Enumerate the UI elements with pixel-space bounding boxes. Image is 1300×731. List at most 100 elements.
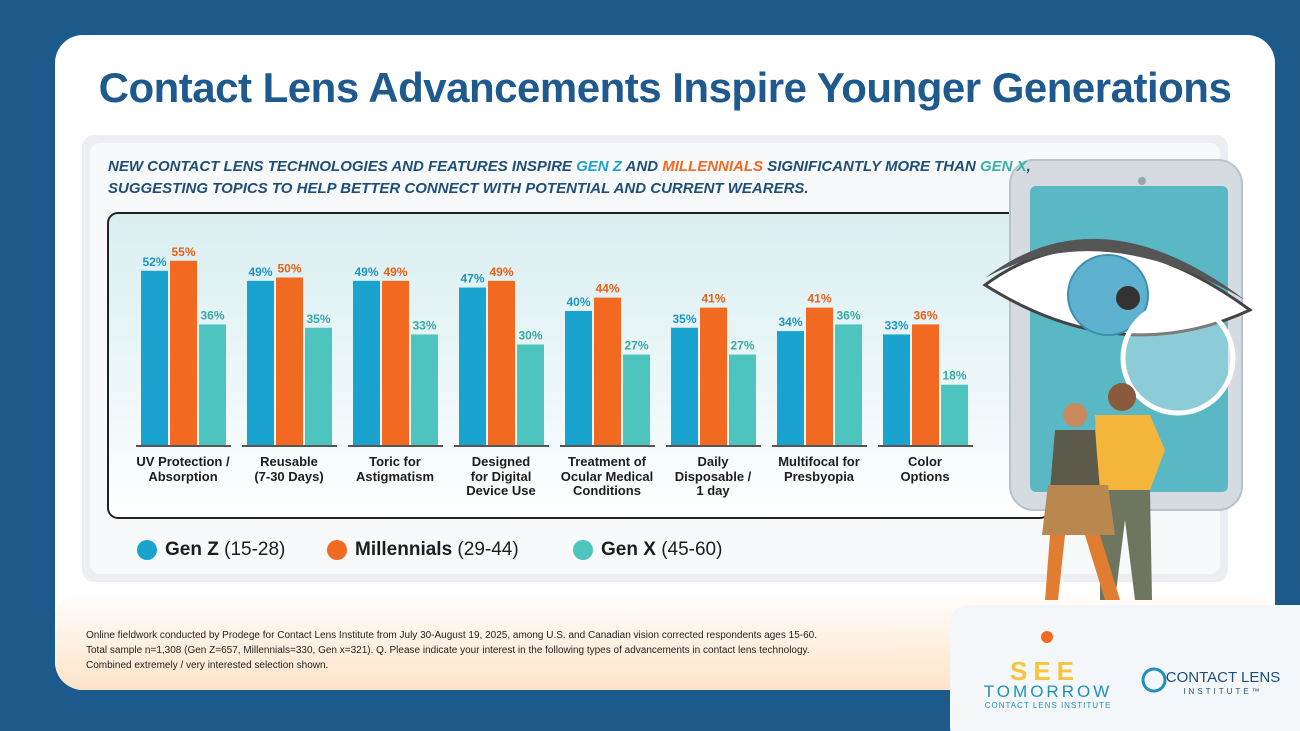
legend-age: (45-60) (661, 539, 723, 560)
legend-name: Gen X (601, 539, 656, 560)
cli-mark (1141, 667, 1167, 693)
legend-item: Gen X (45-60) (601, 539, 722, 561)
person2-top (1050, 430, 1100, 490)
value-label: 55% (171, 245, 195, 259)
legend-age: (29-44) (457, 539, 519, 560)
bar (488, 280, 515, 445)
category-label: Color Options (900, 454, 950, 484)
value-label: 27% (624, 339, 648, 353)
subtitle-part: MILLENNIALS (662, 158, 764, 175)
subtitle-part: , (1026, 158, 1031, 175)
person-shirt (1095, 415, 1165, 490)
value-label: 35% (306, 312, 330, 326)
bar (305, 327, 332, 445)
subtitle-part: GEN X (979, 158, 1027, 175)
value-label: 49% (489, 265, 513, 279)
category-label: Multifocal for Presbyopia (778, 454, 860, 484)
bar (199, 324, 226, 445)
legend-swatch (327, 540, 347, 560)
value-label: 35% (672, 312, 696, 326)
person2-skirt (1042, 485, 1115, 535)
bar (700, 307, 727, 445)
bar (594, 297, 621, 445)
person-pants (1100, 490, 1152, 600)
legend-name: Millennials (355, 539, 453, 560)
eyebrow (985, 238, 1245, 300)
legend-swatch (137, 540, 157, 560)
value-label: 18% (942, 369, 966, 383)
category-label: UV Protection / Absorption (136, 454, 230, 484)
value-label: 33% (884, 318, 908, 332)
logo-cli-sub: INSTITUTE™ (1183, 687, 1262, 696)
subtitle-part: NEW CONTACT LENS TECHNOLOGIES AND FEATUR… (108, 158, 577, 175)
subtitle-line: SUGGESTING TOPICS TO HELP BETTER CONNECT… (108, 180, 809, 197)
value-label: 36% (913, 308, 937, 322)
bar (276, 277, 303, 445)
category-label: Treatment of Ocular Medical Conditions (560, 454, 654, 498)
bar (729, 354, 756, 445)
subtitle-part: SIGNIFICANTLY MORE THAN (763, 158, 980, 175)
title: Contact Lens Advancements Inspire Younge… (98, 64, 1232, 111)
bar (806, 307, 833, 445)
bar (835, 324, 862, 445)
legend-swatch (573, 540, 593, 560)
person-head (1108, 383, 1136, 411)
category-label: Designed for Digital Device Use (466, 454, 536, 498)
category-label: Reusable (7-30 Days) (254, 454, 324, 484)
footnote-line: Online fieldwork conducted by Prodege fo… (86, 630, 817, 641)
legend-item: Gen Z (15-28) (165, 539, 285, 561)
value-label: 44% (595, 282, 619, 296)
logo-tomorrow: TOMORROW (984, 682, 1113, 701)
value-label: 52% (142, 255, 166, 269)
bar (353, 280, 380, 445)
footnote-line: Total sample n=1,308 (Gen Z=657, Millenn… (86, 645, 810, 656)
bar (382, 280, 409, 445)
logo-cli: CONTACT LENS (1166, 669, 1280, 686)
value-label: 34% (778, 315, 802, 329)
person2-legs (1045, 535, 1120, 600)
bar (623, 354, 650, 445)
value-label: 49% (354, 265, 378, 279)
phone-camera (1138, 177, 1146, 185)
value-label: 49% (248, 265, 272, 279)
bar (777, 331, 804, 445)
value-label: 27% (730, 339, 754, 353)
subtitle-part: AND (621, 158, 663, 175)
bar (912, 324, 939, 445)
bar (671, 327, 698, 445)
pupil (1116, 286, 1140, 310)
bar (170, 260, 197, 445)
logo-box (950, 605, 1300, 731)
category-label: Toric for Astigmatism (355, 454, 435, 484)
subtitle-part: SUGGESTING TOPICS TO HELP BETTER CONNECT… (108, 180, 809, 197)
value-label: 36% (200, 308, 224, 322)
value-label: 50% (277, 262, 301, 276)
value-label: 47% (460, 272, 484, 286)
iris (1067, 254, 1149, 336)
value-label: 41% (807, 292, 831, 306)
bar (883, 334, 910, 445)
bars: 52% 55% 36% 49% 50% 35% 49% 49% 33% 47% 49% 30% 40% 4… (136, 245, 973, 560)
bar (247, 280, 274, 445)
subtitle-part: GEN Z (576, 158, 622, 175)
bar (517, 344, 544, 445)
bar (141, 270, 168, 445)
value-label: 30% (518, 329, 542, 343)
bar (411, 334, 438, 445)
legend-age: (15-28) (224, 539, 286, 560)
legend-name: Gen Z (165, 539, 219, 560)
person2-head (1063, 403, 1087, 427)
bar (941, 384, 968, 445)
bar (565, 311, 592, 445)
logo-dot (1041, 631, 1053, 643)
value-label: 33% (412, 318, 436, 332)
lens (1120, 300, 1236, 416)
value-label: 41% (701, 292, 725, 306)
logo-see: SEE (1010, 656, 1080, 686)
value-label: 49% (383, 265, 407, 279)
subtitle-line: NEW CONTACT LENS TECHNOLOGIES AND FEATUR… (108, 158, 1031, 175)
bar (459, 287, 486, 445)
value-label: 36% (836, 308, 860, 322)
